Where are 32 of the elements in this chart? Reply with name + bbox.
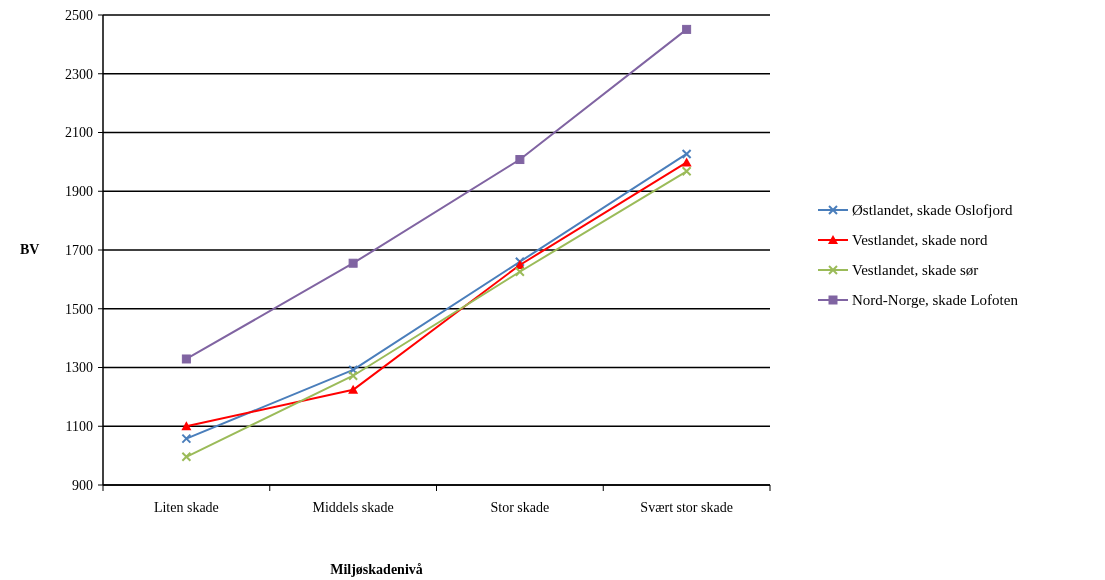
legend-label: Vestlandet, skade sør	[852, 262, 979, 279]
x-axis-title: Miljøskadenivå	[330, 562, 423, 577]
x-tick-label: Middels skade	[312, 500, 394, 515]
x-tick-label: Stor skade	[490, 500, 550, 515]
y-tick-label: 900	[72, 477, 93, 493]
point	[181, 421, 192, 431]
point	[348, 258, 358, 268]
legend-label: Vestlandet, skade nord	[852, 232, 988, 249]
point	[681, 148, 692, 159]
point	[514, 266, 525, 277]
x-tick-label: Liten skade	[153, 500, 219, 515]
legend-label: Østlandet, skade Oslofjord	[852, 202, 1013, 219]
y-axis-title: BV	[20, 242, 40, 257]
point	[681, 166, 692, 177]
x-tick-label: Svært stor skade	[640, 500, 733, 515]
y-tick-label: 2300	[65, 66, 93, 82]
y-tick-label: 2100	[65, 125, 93, 141]
y-tick-label: 1900	[65, 184, 93, 200]
point	[348, 384, 359, 394]
y-tick-label: 1100	[65, 419, 93, 435]
point	[181, 354, 191, 364]
point	[515, 155, 525, 165]
point	[681, 157, 692, 167]
y-tick-label: 1700	[65, 242, 93, 258]
y-tick-label: 1500	[65, 301, 93, 317]
point	[181, 433, 192, 444]
point	[682, 24, 692, 34]
legend-label: Nord-Norge, skade Lofoten	[852, 292, 1019, 309]
y-tick-label: 2500	[65, 7, 93, 23]
point	[181, 451, 192, 462]
point	[348, 370, 359, 381]
y-tick-label: 1300	[65, 360, 93, 376]
